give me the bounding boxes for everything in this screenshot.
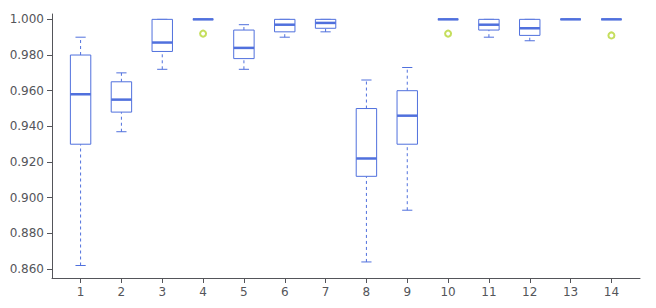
svg-text:0.860: 0.860 (10, 262, 44, 276)
svg-text:9: 9 (403, 285, 411, 299)
svg-text:0.980: 0.980 (10, 48, 44, 62)
svg-text:3: 3 (158, 285, 166, 299)
svg-text:0.880: 0.880 (10, 226, 44, 240)
svg-text:0.900: 0.900 (10, 191, 44, 205)
svg-text:0.920: 0.920 (10, 155, 44, 169)
svg-text:5: 5 (240, 285, 248, 299)
svg-text:7: 7 (322, 285, 330, 299)
svg-text:2: 2 (118, 285, 126, 299)
svg-text:1: 1 (77, 285, 85, 299)
svg-text:1.000: 1.000 (10, 12, 44, 26)
svg-text:14: 14 (604, 285, 619, 299)
svg-text:11: 11 (481, 285, 496, 299)
svg-text:8: 8 (363, 285, 371, 299)
svg-text:0.960: 0.960 (10, 84, 44, 98)
svg-text:0.940: 0.940 (10, 119, 44, 133)
svg-text:4: 4 (199, 285, 207, 299)
svg-text:6: 6 (281, 285, 289, 299)
svg-text:12: 12 (522, 285, 537, 299)
svg-text:10: 10 (440, 285, 455, 299)
svg-text:13: 13 (563, 285, 578, 299)
